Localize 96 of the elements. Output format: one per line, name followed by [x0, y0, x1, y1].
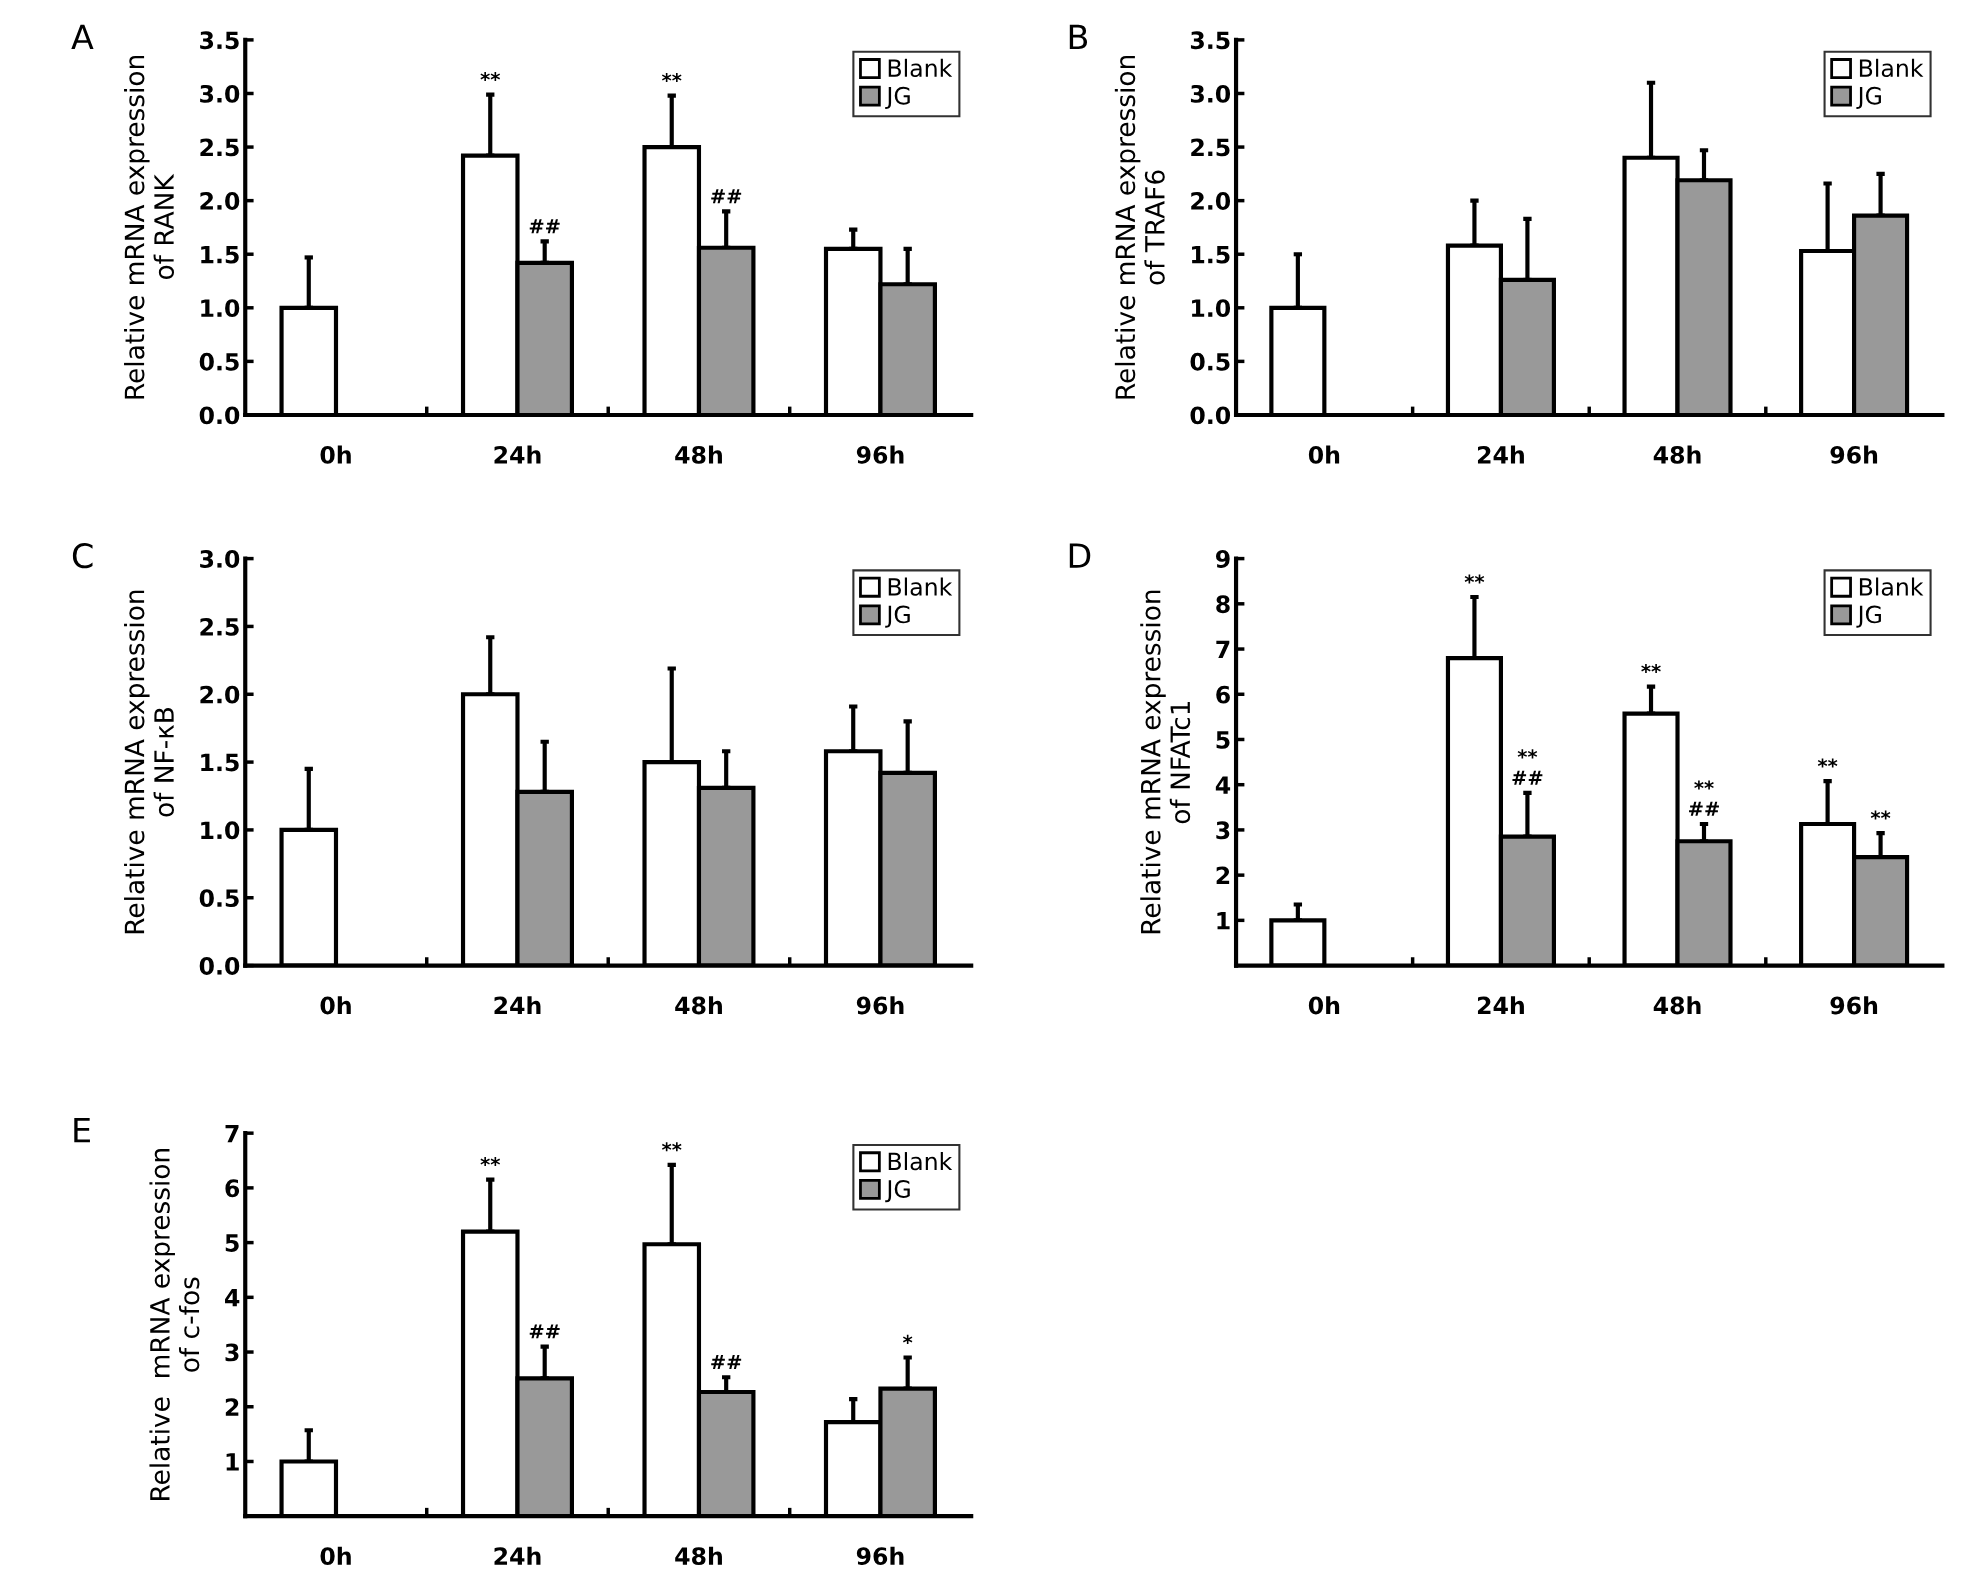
- chart-title: E: [74, 1118, 90, 1143]
- x-tick-label: 96h: [1830, 996, 1878, 1015]
- y-tick-label: 5: [1216, 731, 1230, 749]
- annotation: ##: [711, 1355, 742, 1369]
- y-tick-label: 2.5: [200, 138, 239, 157]
- y-tick-label: 7: [1216, 640, 1230, 659]
- legend-label: Blank: [888, 1152, 953, 1171]
- y-tick-label: 1: [1217, 912, 1230, 930]
- x-tick-label: 48h: [1653, 996, 1701, 1015]
- y-tick-label: 3.0: [1190, 84, 1231, 103]
- chart-title: B: [1069, 24, 1088, 50]
- annotation: **: [1870, 810, 1891, 820]
- y-tick-label: 1.5: [201, 753, 239, 772]
- chart-title: A: [71, 24, 94, 50]
- y-tick-label: 5: [225, 1234, 239, 1252]
- annotation: **: [661, 72, 682, 83]
- y-tick-label: 2.5: [200, 617, 239, 636]
- y-tick-label: 9: [1215, 550, 1230, 568]
- y-tick-label: 0.0: [1190, 406, 1231, 425]
- y-tick-label: 1: [226, 1453, 239, 1471]
- y-tick-label: 0.0: [199, 406, 240, 425]
- x-tick-label: 96h: [856, 996, 904, 1015]
- x-tick-label: 24h: [1477, 996, 1524, 1015]
- y-tick-label: 1.5: [1192, 245, 1230, 264]
- y-axis-title: Relative mRNA expression of NF-κB: [124, 590, 175, 934]
- annotation: **: [1817, 758, 1838, 768]
- x-tick-label: 48h: [1653, 445, 1701, 464]
- y-tick-label: 3.5: [1190, 31, 1230, 50]
- annotation: **: [480, 1157, 501, 1167]
- annotation: ##: [1689, 801, 1719, 816]
- y-tick-label: 2: [225, 1398, 239, 1416]
- y-tick-label: 6: [225, 1179, 240, 1198]
- x-tick-label: 0h: [1308, 996, 1340, 1015]
- x-tick-label: 24h: [1477, 445, 1524, 464]
- y-tick-label: 2: [1216, 866, 1230, 885]
- y-tick-label: 1.0: [201, 821, 240, 840]
- x-tick-label: 0h: [320, 996, 351, 1015]
- y-axis-title: Relative mRNA expression of RANK: [124, 55, 175, 399]
- x-tick-label: 48h: [675, 1546, 722, 1566]
- annotation: **: [480, 71, 501, 81]
- y-tick-label: 4: [225, 1289, 240, 1307]
- y-tick-label: 0.5: [199, 889, 239, 908]
- y-axis-title: Relative mRNA expression of TRAF6: [1114, 55, 1165, 399]
- y-tick-label: 3: [1216, 821, 1230, 840]
- y-axis-title: Relative mRNA expression of NFATc1: [1140, 590, 1191, 934]
- legend-label: Blank: [888, 577, 953, 596]
- x-tick-label: 0h: [320, 445, 351, 464]
- x-tick-label: 0h: [1308, 445, 1340, 464]
- y-tick-label: 2.0: [1191, 192, 1231, 210]
- chart-title: C: [72, 543, 93, 569]
- x-tick-label: 96h: [1830, 445, 1878, 464]
- annotation: ##: [529, 1324, 560, 1339]
- x-tick-label: 48h: [675, 445, 722, 464]
- annotation: ##: [711, 189, 742, 204]
- y-tick-label: 2.0: [200, 192, 240, 210]
- x-tick-label: 0h: [320, 1546, 351, 1566]
- y-axis-title: Relative mRNA expression of c-fos: [149, 1149, 200, 1500]
- legend-label: JG: [885, 1180, 910, 1203]
- annotation: **: [1694, 780, 1714, 790]
- annotation: **: [1641, 663, 1661, 673]
- legend-label: JG: [885, 605, 910, 628]
- annotation: **: [1464, 574, 1485, 584]
- legend-label: Blank: [1859, 58, 1924, 78]
- y-tick-label: 1.0: [1192, 299, 1231, 318]
- legend-label: JG: [885, 86, 910, 110]
- x-tick-label: 24h: [494, 996, 541, 1015]
- y-tick-label: 3.0: [200, 550, 240, 568]
- legend-label: JG: [1856, 605, 1881, 628]
- y-tick-label: 3: [225, 1343, 239, 1362]
- x-tick-label: 96h: [856, 1546, 904, 1566]
- y-tick-label: 8: [1216, 595, 1230, 614]
- y-tick-label: 2.0: [200, 685, 240, 704]
- y-tick-label: 1.0: [201, 299, 240, 318]
- annotation: ##: [1512, 770, 1543, 785]
- x-tick-label: 24h: [494, 445, 541, 464]
- annotation: **: [1517, 749, 1538, 759]
- y-tick-label: 0.5: [199, 352, 239, 371]
- legend-label: Blank: [1859, 577, 1924, 596]
- y-tick-label: 0.5: [1190, 352, 1230, 371]
- x-tick-label: 96h: [856, 445, 904, 464]
- chart-title: D: [1069, 543, 1091, 568]
- annotation: ##: [529, 219, 560, 234]
- annotation: *: [902, 1334, 913, 1344]
- y-tick-label: 3.5: [200, 31, 239, 50]
- legend-label: JG: [1856, 86, 1881, 110]
- x-tick-label: 48h: [675, 996, 722, 1015]
- y-tick-label: 6: [1216, 685, 1230, 704]
- y-tick-label: 3.0: [200, 84, 240, 103]
- y-tick-label: 4: [1215, 776, 1231, 794]
- y-tick-label: 2.5: [1191, 138, 1230, 157]
- legend-label: Blank: [888, 58, 953, 78]
- x-tick-label: 24h: [494, 1546, 541, 1565]
- y-tick-label: 1.5: [201, 245, 239, 264]
- y-tick-label: 7: [225, 1124, 239, 1143]
- y-tick-label: 0.0: [199, 957, 240, 975]
- annotation: **: [661, 1142, 682, 1152]
